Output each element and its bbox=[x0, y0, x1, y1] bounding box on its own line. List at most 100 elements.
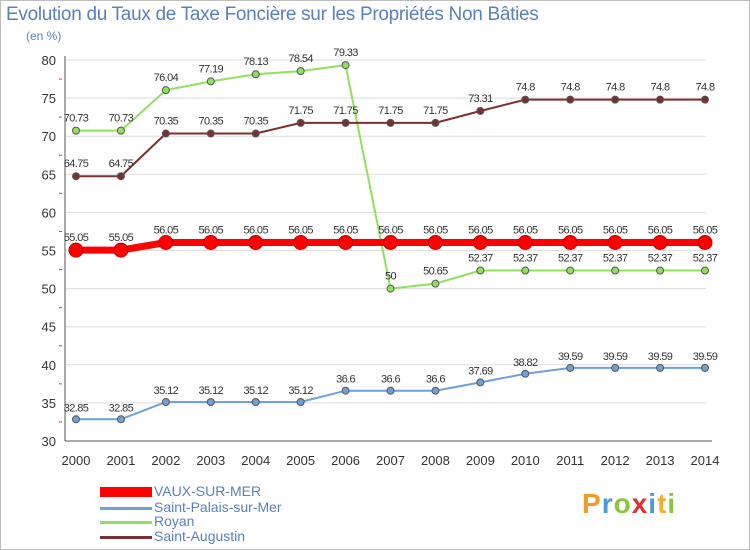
data-point bbox=[338, 234, 354, 250]
data-point bbox=[386, 118, 395, 127]
data-label: 56.05 bbox=[423, 224, 448, 236]
data-point bbox=[161, 86, 170, 95]
data-point bbox=[521, 266, 530, 275]
x-tick-label: 2001 bbox=[106, 453, 135, 468]
data-label: 56.05 bbox=[693, 224, 718, 236]
data-label: 77.19 bbox=[199, 63, 224, 75]
x-tick-label: 2007 bbox=[376, 453, 405, 468]
legend-swatch bbox=[100, 487, 152, 497]
data-label: 71.75 bbox=[423, 105, 448, 117]
data-label: 55.05 bbox=[109, 232, 134, 244]
y-tick-label: 70 bbox=[42, 129, 56, 144]
data-point bbox=[611, 266, 620, 275]
y-tick-label: 60 bbox=[42, 205, 56, 220]
logo-letter: x bbox=[631, 488, 649, 519]
data-label: 56.05 bbox=[558, 224, 583, 236]
data-point bbox=[427, 234, 443, 250]
data-point bbox=[562, 234, 578, 250]
data-point bbox=[611, 95, 620, 104]
data-point bbox=[251, 70, 260, 79]
data-point bbox=[701, 95, 709, 104]
x-tick-label: 2013 bbox=[646, 453, 675, 468]
data-point bbox=[251, 129, 260, 138]
data-label: 79.33 bbox=[333, 47, 358, 59]
legend-label: VAUX-SUR-MER bbox=[154, 483, 262, 499]
logo-letter: P bbox=[582, 488, 602, 519]
data-point bbox=[68, 242, 84, 258]
data-point bbox=[566, 266, 575, 275]
data-point bbox=[113, 242, 129, 258]
data-label: 76.04 bbox=[154, 72, 179, 84]
data-point bbox=[656, 95, 665, 104]
data-label: 52.37 bbox=[648, 253, 673, 265]
data-label: 56.05 bbox=[243, 224, 268, 236]
data-label: 52.37 bbox=[693, 253, 718, 265]
data-point bbox=[656, 266, 665, 275]
data-point bbox=[341, 386, 350, 395]
data-point bbox=[521, 95, 530, 104]
data-label: 52.37 bbox=[468, 253, 493, 265]
logo-letter: r bbox=[601, 488, 614, 519]
data-point bbox=[72, 415, 80, 424]
data-point bbox=[476, 266, 485, 275]
data-point bbox=[656, 363, 665, 372]
y-axis-unit: (en %) bbox=[26, 29, 62, 43]
data-label: 70.73 bbox=[109, 113, 134, 125]
data-label: 52.37 bbox=[603, 253, 628, 265]
data-label: 73.31 bbox=[468, 93, 493, 105]
data-label: 52.37 bbox=[558, 253, 583, 265]
data-label: 70.73 bbox=[64, 113, 89, 125]
data-point bbox=[251, 397, 260, 406]
x-tick-label: 2009 bbox=[466, 453, 495, 468]
data-label: 74.8 bbox=[516, 82, 535, 94]
data-point bbox=[521, 369, 530, 378]
y-tick-label: 80 bbox=[42, 53, 56, 68]
data-label: 64.75 bbox=[109, 158, 134, 170]
data-point bbox=[72, 172, 80, 181]
data-label: 32.85 bbox=[64, 402, 89, 414]
data-label: 56.05 bbox=[333, 224, 358, 236]
data-label: 70.35 bbox=[199, 116, 224, 128]
data-label: 56.05 bbox=[648, 224, 673, 236]
y-tick-label: 45 bbox=[42, 320, 56, 335]
data-label: 36.6 bbox=[426, 374, 445, 386]
data-point bbox=[472, 234, 488, 250]
x-tick-label: 2003 bbox=[196, 453, 225, 468]
data-point bbox=[206, 77, 215, 86]
logo-letter: t bbox=[657, 488, 668, 519]
data-point bbox=[431, 386, 440, 395]
y-tick-label: 75 bbox=[42, 91, 56, 106]
x-tick-label: 2005 bbox=[286, 453, 315, 468]
data-label: 39.59 bbox=[693, 351, 718, 363]
data-label: 39.59 bbox=[648, 351, 673, 363]
data-label: 39.59 bbox=[558, 351, 583, 363]
data-label: 32.85 bbox=[109, 402, 134, 414]
data-point bbox=[341, 118, 350, 127]
legend-label: Saint-Palais-sur-Mer bbox=[154, 499, 282, 515]
data-point bbox=[161, 397, 170, 406]
data-point bbox=[386, 386, 395, 395]
data-point bbox=[611, 363, 620, 372]
x-tick-label: 2014 bbox=[691, 453, 720, 468]
x-tick-label: 2012 bbox=[601, 453, 630, 468]
data-label: 35.12 bbox=[243, 385, 268, 397]
data-point bbox=[607, 234, 623, 250]
data-label: 36.6 bbox=[381, 374, 400, 386]
chart-title: Evolution du Taux de Taxe Foncière sur l… bbox=[6, 4, 539, 25]
data-label: 52.37 bbox=[513, 253, 538, 265]
data-point bbox=[116, 126, 125, 135]
data-point bbox=[161, 129, 170, 138]
x-tick-label: 2000 bbox=[62, 453, 91, 468]
data-point bbox=[701, 266, 709, 275]
data-label: 39.59 bbox=[603, 351, 628, 363]
data-label: 70.35 bbox=[154, 116, 179, 128]
data-label: 38.82 bbox=[513, 357, 538, 369]
y-tick-label: 35 bbox=[42, 396, 56, 411]
data-point bbox=[697, 234, 713, 250]
data-point bbox=[652, 234, 668, 250]
data-point bbox=[293, 234, 309, 250]
data-point bbox=[701, 363, 709, 372]
data-label: 50.65 bbox=[423, 266, 448, 278]
data-point bbox=[566, 95, 575, 104]
